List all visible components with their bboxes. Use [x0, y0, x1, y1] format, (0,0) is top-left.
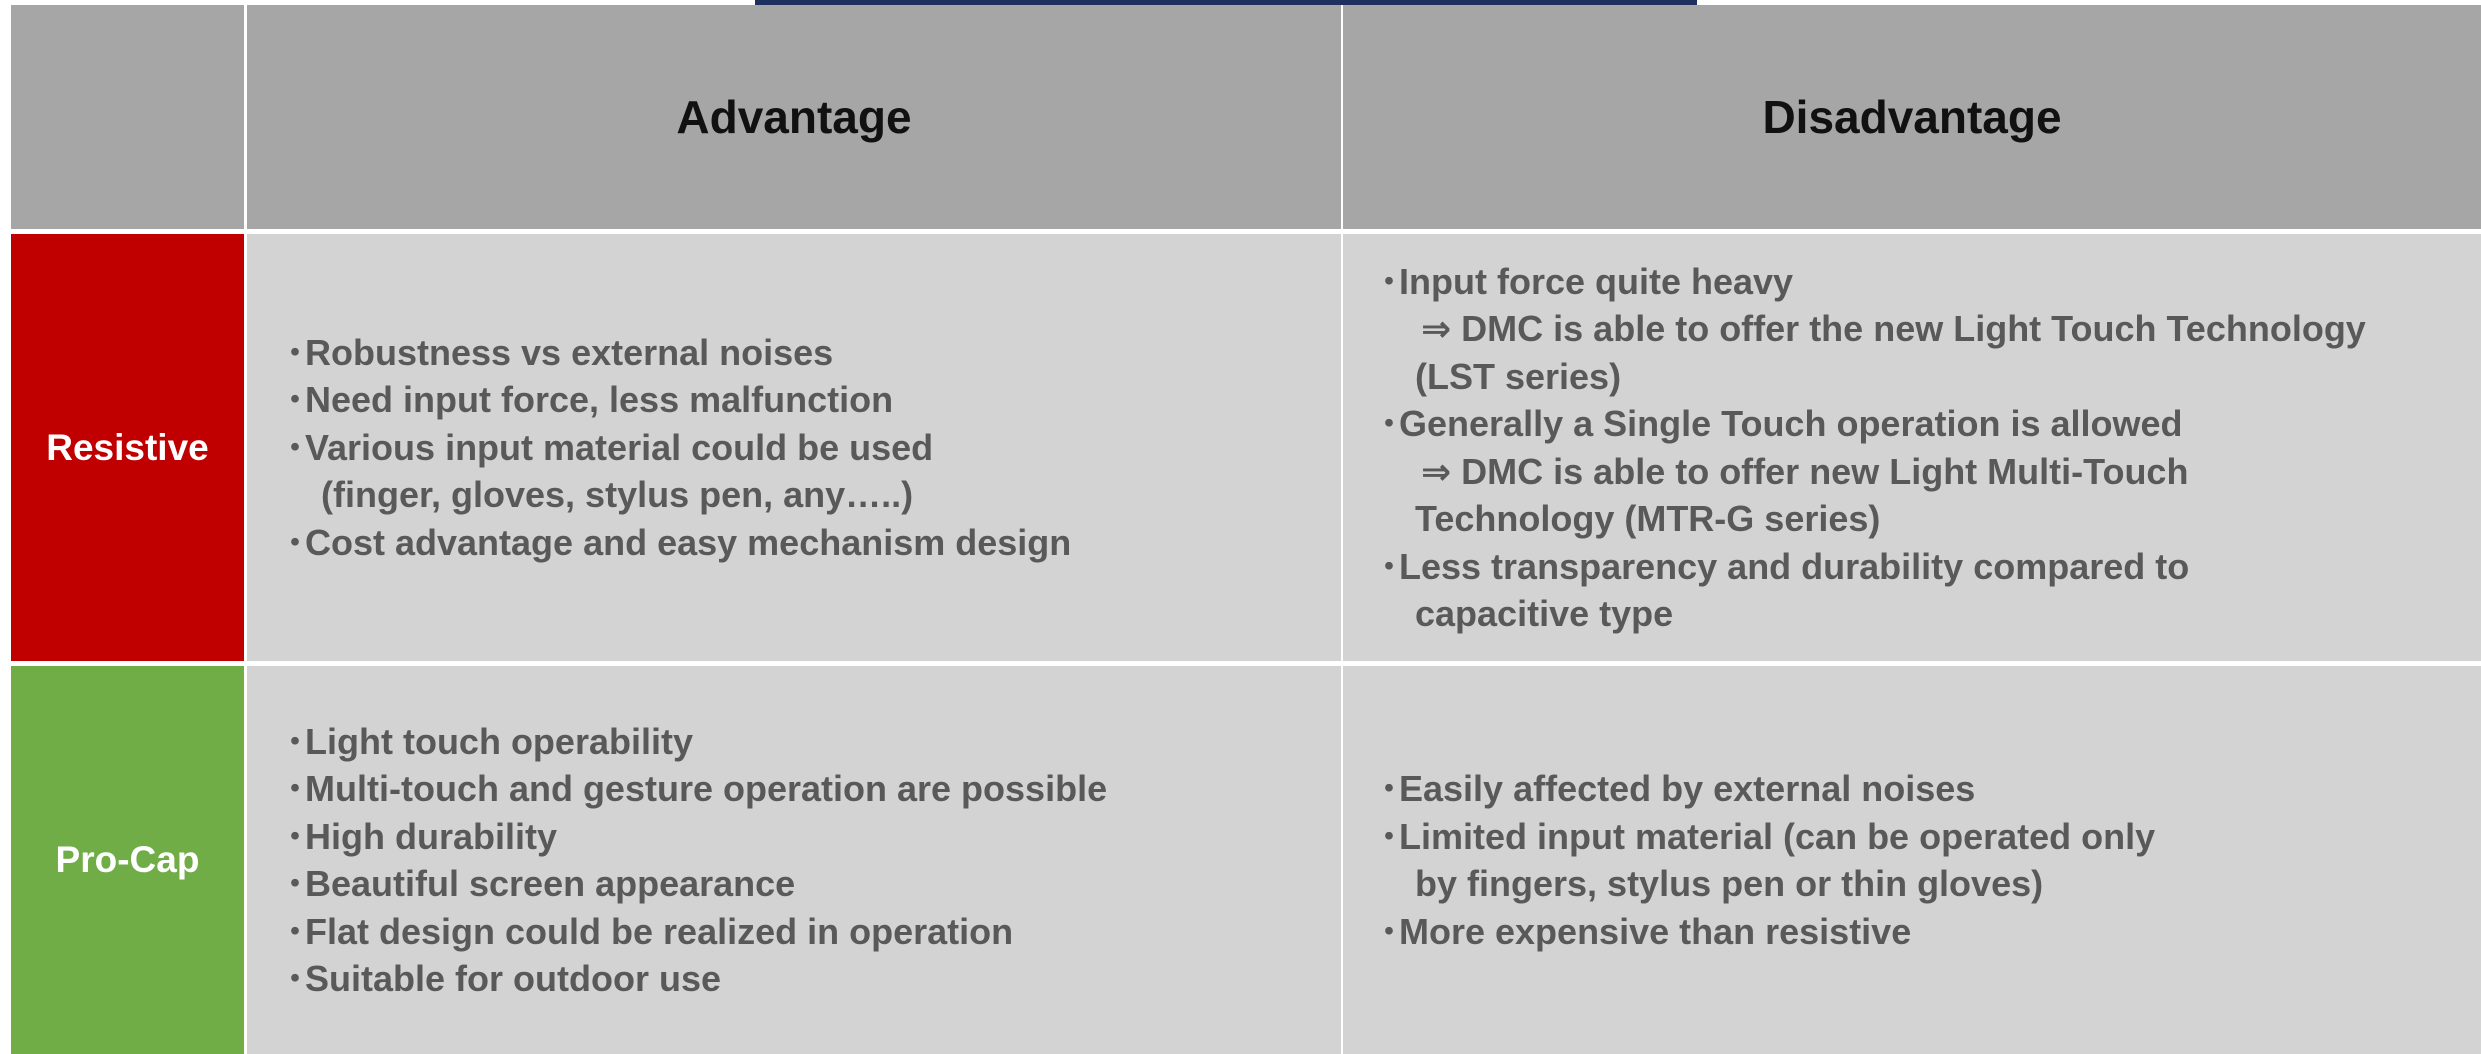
item-line: Robustness vs external noises — [277, 329, 1071, 377]
top-bar — [755, 0, 1697, 5]
column-header: Disadvantage — [1343, 5, 2481, 229]
column-header: Advantage — [247, 5, 1341, 229]
bullet-item: Less transparency and durability compare… — [1371, 543, 2366, 638]
item-line: (LST series) — [1415, 355, 1622, 397]
item-line: Input force quite heavy — [1371, 258, 2366, 306]
bullet-item: Input force quite heavy⇒ DMC is able to … — [1371, 258, 2366, 401]
item-line: Need input force, less malfunction — [277, 376, 1071, 424]
item-line: ⇒ DMC is able to offer the new Light Tou… — [1421, 308, 2366, 349]
item-line: Generally a Single Touch operation is al… — [1371, 400, 2366, 448]
item-line: Limited input material (can be operated … — [1371, 813, 2155, 861]
item-line: Multi-touch and gesture operation are po… — [277, 765, 1107, 813]
bullet-item: Robustness vs external noises — [277, 329, 1071, 377]
item-line: Light touch operability — [277, 718, 1107, 766]
bullet-list: Easily affected by external noisesLimite… — [1371, 765, 2155, 955]
item-line: Various input material could be used — [277, 424, 1071, 472]
header-text: Disadvantage — [1762, 91, 2062, 143]
item-line: Flat design could be realized in operati… — [277, 908, 1107, 956]
corner-cell — [11, 5, 244, 229]
bullet-item: Need input force, less malfunction — [277, 376, 1071, 424]
item-line: Easily affected by external noises — [1371, 765, 2155, 813]
bullet-list: Input force quite heavy⇒ DMC is able to … — [1371, 258, 2366, 638]
item-line: ⇒ DMC is able to offer new Light Multi-T… — [1421, 450, 2189, 492]
row-label: Resistive — [11, 234, 244, 661]
disadvantage-cell: Easily affected by external noisesLimite… — [1343, 666, 2481, 1054]
item-line: (finger, gloves, stylus pen, any…..) — [321, 474, 914, 516]
bullet-item: Limited input material (can be operated … — [1371, 813, 2155, 908]
bullet-item: Cost advantage and easy mechanism design — [277, 519, 1071, 567]
bullet-item: Generally a Single Touch operation is al… — [1371, 400, 2366, 543]
bullet-item: Flat design could be realized in operati… — [277, 908, 1107, 956]
item-line: Technology (MTR-G series) — [1415, 498, 1881, 539]
item-line: Beautiful screen appearance — [277, 860, 1107, 908]
item-line: Suitable for outdoor use — [277, 955, 1107, 1003]
disadvantage-cell: Input force quite heavy⇒ DMC is able to … — [1343, 234, 2481, 661]
header-text: Advantage — [676, 91, 912, 143]
item-line: by fingers, stylus pen or thin gloves) — [1415, 863, 2044, 904]
bullet-list: Light touch operabilityMulti-touch and g… — [277, 718, 1107, 1003]
item-line: High durability — [277, 813, 1107, 861]
bullet-item: Suitable for outdoor use — [277, 955, 1107, 1003]
item-line: capacitive type — [1415, 593, 1674, 634]
bullet-item: Multi-touch and gesture operation are po… — [277, 765, 1107, 813]
bullet-item: Various input material could be used(fin… — [277, 424, 1071, 519]
bullet-item: High durability — [277, 813, 1107, 861]
bullet-item: Easily affected by external noises — [1371, 765, 2155, 813]
row-label-text: Pro-Cap — [55, 839, 200, 880]
row-label-text: Resistive — [46, 426, 209, 468]
item-line: Cost advantage and easy mechanism design — [277, 519, 1071, 567]
bullet-item: Beautiful screen appearance — [277, 860, 1107, 908]
advantage-cell: Robustness vs external noisesNeed input … — [247, 234, 1341, 661]
advantage-cell: Light touch operabilityMulti-touch and g… — [247, 666, 1341, 1054]
bullet-item: Light touch operability — [277, 718, 1107, 766]
bullet-list: Robustness vs external noisesNeed input … — [277, 329, 1071, 567]
item-line: More expensive than resistive — [1371, 908, 2155, 956]
item-line: Less transparency and durability compare… — [1371, 543, 2366, 591]
bullet-item: More expensive than resistive — [1371, 908, 2155, 956]
row-label: Pro-Cap — [11, 666, 244, 1054]
